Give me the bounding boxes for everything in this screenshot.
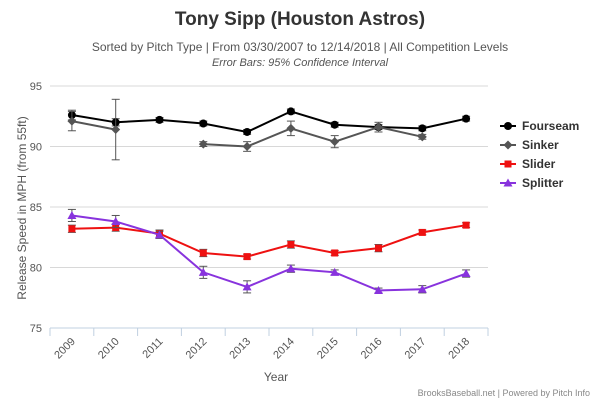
splitter-point [461, 269, 471, 278]
sinker-point [111, 125, 121, 135]
x-tick-label: 2015 [315, 336, 341, 362]
sinker-point [417, 132, 427, 142]
splitter-line [71, 214, 467, 292]
slider-point [375, 244, 382, 252]
y-axis-label: Release Speed in MPH (from 55ft) [15, 116, 29, 299]
sinker-point [67, 116, 77, 126]
x-axis-label: Year [264, 370, 288, 384]
sinker-point [242, 142, 252, 151]
x-tick-label: 2012 [184, 336, 210, 362]
x-tick-label: 2014 [271, 336, 297, 362]
fourseam-point [462, 114, 471, 123]
slider-line [71, 224, 467, 258]
series-slider [67, 221, 471, 261]
fourseam-point [330, 120, 339, 129]
chart-title: Tony Sipp (Houston Astros) [175, 9, 425, 30]
slider-point [331, 249, 339, 257]
y-tick-label: 95 [30, 81, 42, 93]
fourseam-point [418, 124, 427, 133]
legend-marker-sinker [503, 140, 513, 150]
splitter-point [286, 264, 296, 273]
series-splitter [67, 208, 471, 294]
sinker-line [71, 120, 423, 148]
legend-item-fourseam: Fourseam [500, 119, 579, 133]
x-tick-label: 2013 [227, 336, 253, 362]
x-axis-ticks: 2009 2010 2011 2012 2013 2014 2015 2016 2017 2018 [49, 328, 489, 362]
legend: Fourseam Sinker Slider Splitter [500, 119, 579, 190]
y-tick-label: 80 [30, 263, 42, 275]
x-tick-label: 2009 [52, 336, 78, 362]
slider-point [243, 253, 251, 261]
legend-item-slider: Slider [500, 157, 556, 171]
splitter-point [111, 217, 121, 226]
legend-marker-slider [504, 160, 512, 168]
fourseam-point [243, 127, 252, 136]
slider-point [287, 241, 295, 249]
chart-subtitle: Sorted by Pitch Type | From 03/30/2007 t… [92, 40, 508, 54]
legend-label-slider: Slider [522, 157, 556, 171]
splitter-point [330, 267, 340, 276]
y-tick-label: 90 [30, 142, 42, 154]
slider-point [418, 228, 426, 236]
fourseam-line [71, 110, 467, 134]
sinker-point [374, 122, 383, 132]
legend-marker-fourseam [504, 122, 512, 130]
splitter-point [374, 285, 383, 294]
fourseam-point [286, 107, 295, 116]
splitter-point [242, 282, 252, 291]
x-tick-label: 2011 [140, 336, 165, 361]
sinker-point [330, 137, 340, 147]
chart-credits: BrooksBaseball.net | Powered by Pitch In… [418, 388, 590, 398]
x-tick-label: 2017 [403, 336, 429, 362]
legend-label-sinker: Sinker [522, 138, 559, 152]
fourseam-point [155, 115, 164, 124]
series-sinker [67, 98, 427, 161]
splitter-point [417, 284, 427, 293]
sinker-point [286, 123, 296, 133]
series-layer [67, 98, 471, 294]
legend-item-splitter: Splitter [500, 176, 564, 190]
slider-point [68, 225, 76, 233]
legend-label-fourseam: Fourseam [522, 119, 579, 133]
legend-label-splitter: Splitter [522, 176, 564, 190]
legend-marker-splitter [503, 178, 513, 187]
fourseam-point [199, 119, 208, 128]
series-fourseam [67, 107, 471, 136]
x-tick-label: 2010 [96, 336, 122, 362]
slider-point [199, 249, 207, 257]
slider-point [462, 221, 470, 229]
y-tick-label: 75 [30, 323, 42, 335]
y-tick-label: 85 [30, 202, 42, 214]
x-tick-label: 2016 [359, 336, 385, 362]
splitter-point [155, 230, 164, 239]
x-tick-label: 2018 [446, 336, 472, 362]
splitter-point [198, 267, 208, 276]
y-axis-ticks: 75 80 85 90 95 [30, 81, 42, 335]
chart-subtitle-error-bars: Error Bars: 95% Confidence Interval [212, 57, 389, 69]
legend-item-sinker: Sinker [500, 138, 559, 152]
splitter-point [67, 210, 77, 219]
sinker-point [198, 139, 208, 149]
